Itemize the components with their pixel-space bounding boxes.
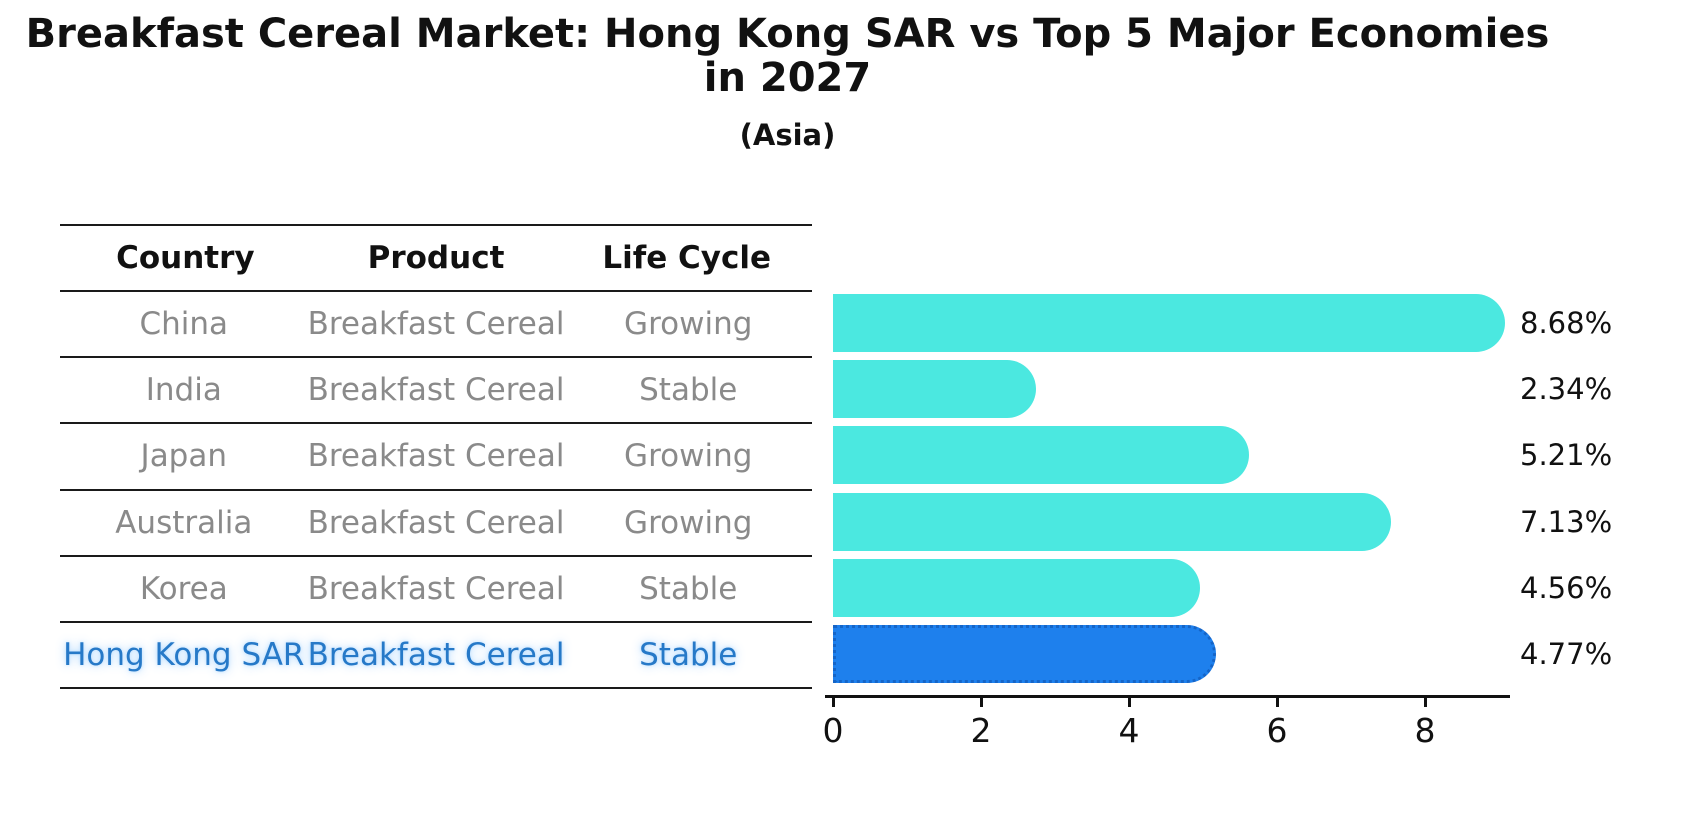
cell-product: Breakfast Cereal <box>307 570 565 607</box>
cell-life-cycle: Stable <box>639 637 738 674</box>
tick-mark <box>1275 698 1279 707</box>
value-label: 4.56% <box>1520 570 1613 605</box>
tick-label: 6 <box>1266 711 1288 750</box>
tick-label: 8 <box>1414 711 1436 750</box>
header-country: Country <box>116 240 255 276</box>
bar-row: 4.77% <box>833 621 1695 687</box>
tick-mark <box>1423 698 1427 707</box>
title-block: Breakfast Cereal Market: Hong Kong SAR v… <box>0 12 1575 152</box>
tick-label: 0 <box>822 711 844 750</box>
tick-mark <box>831 698 835 707</box>
cell-product: Breakfast Cereal <box>307 372 565 409</box>
bar-row: 7.13% <box>833 488 1695 554</box>
tick-mark <box>979 698 983 707</box>
bar-japan <box>833 426 1249 485</box>
bar-row: 8.68% <box>833 290 1695 356</box>
cell-product: Breakfast Cereal <box>307 438 565 475</box>
tick-label: 2 <box>970 711 992 750</box>
bar-row: 5.21% <box>833 422 1695 488</box>
table-row-highlighted: Hong Kong SAR Breakfast Cereal Stable <box>60 620 812 687</box>
tick-mark <box>1127 698 1131 707</box>
x-axis: 0 2 4 6 8 <box>823 695 1533 755</box>
table-row: Korea Breakfast Cereal Stable <box>60 554 812 621</box>
cell-life-cycle: Stable <box>639 570 738 607</box>
x-axis-line <box>825 695 1510 698</box>
table-row: Australia Breakfast Cereal Growing <box>60 488 812 555</box>
cell-country: China <box>139 306 229 343</box>
bar-row: 2.34% <box>833 356 1695 422</box>
chart-title: Breakfast Cereal Market: Hong Kong SAR v… <box>25 11 1550 101</box>
cell-life-cycle: Growing <box>624 504 753 541</box>
cell-product: Breakfast Cereal <box>307 637 565 674</box>
value-label: 2.34% <box>1520 372 1613 407</box>
bar-korea <box>833 558 1201 617</box>
cell-life-cycle: Stable <box>639 372 738 409</box>
cell-country: Japan <box>140 438 228 475</box>
value-label: 4.77% <box>1520 636 1613 671</box>
cell-product: Breakfast Cereal <box>307 306 565 343</box>
bar-hong-kong-sar <box>833 624 1216 683</box>
header-life-cycle: Life Cycle <box>602 240 772 276</box>
bar-plot-area: 8.68% 2.34% 5.21% 7.13% 4.56% 4.77% <box>833 290 1695 687</box>
table-row: Japan Breakfast Cereal Growing <box>60 422 812 488</box>
table-header-row: Country Product Life Cycle <box>60 224 812 290</box>
table-row: India Breakfast Cereal Stable <box>60 356 812 422</box>
bar-row: 4.56% <box>833 555 1695 621</box>
header-product: Product <box>367 240 505 276</box>
chart-subtitle: (Asia) <box>739 118 836 152</box>
cell-country: Korea <box>139 570 228 607</box>
cell-life-cycle: Growing <box>624 306 753 343</box>
value-label: 5.21% <box>1520 438 1613 473</box>
bar-india <box>833 360 1037 419</box>
comparison-table: Country Product Life Cycle China Breakfa… <box>60 224 812 690</box>
value-label: 7.13% <box>1520 504 1613 539</box>
bar-china <box>833 294 1506 353</box>
table-row: China Breakfast Cereal Growing <box>60 290 812 356</box>
cell-country: Hong Kong SAR <box>63 637 305 674</box>
cell-country: India <box>145 372 222 409</box>
tick-label: 4 <box>1118 711 1140 750</box>
cell-country: Australia <box>115 504 253 541</box>
cell-life-cycle: Growing <box>624 438 753 475</box>
cell-product: Breakfast Cereal <box>307 504 565 541</box>
value-label: 8.68% <box>1520 306 1613 341</box>
bar-australia <box>833 492 1391 551</box>
